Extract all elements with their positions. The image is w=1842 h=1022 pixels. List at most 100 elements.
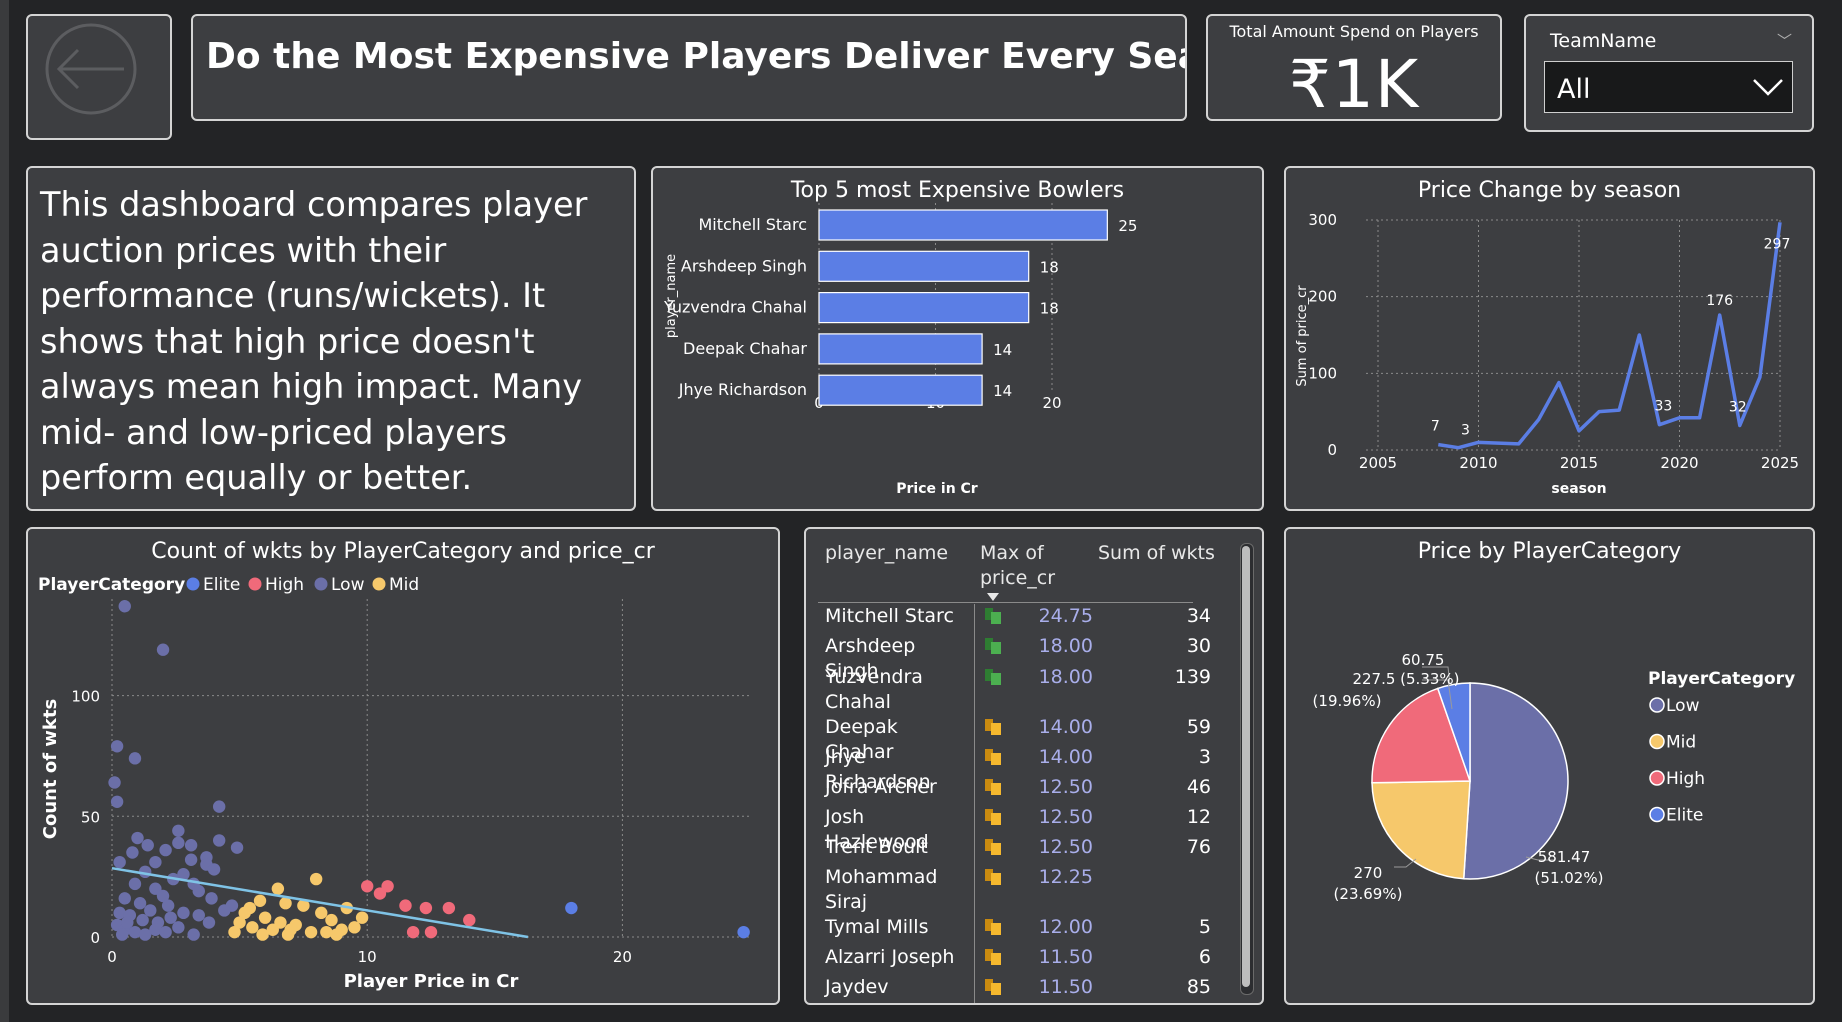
- scatter-point-low: [159, 925, 172, 939]
- team-dropdown[interactable]: All: [1544, 61, 1793, 113]
- col-header-player-name[interactable]: player_name: [825, 542, 949, 564]
- back-button[interactable]: [26, 14, 172, 140]
- cell-player-name: Jhye Richardson: [825, 746, 931, 793]
- cell-sum-wkts: 3: [1198, 746, 1211, 768]
- scatter-point-low: [144, 904, 157, 917]
- pie-data-label: 60.75: [1402, 651, 1445, 669]
- cell-max-price: 12.50: [1038, 806, 1093, 828]
- cell-max-price: 11.50: [1038, 946, 1093, 968]
- scatter-chart-plot: 0 50 100 0 10 20 PlayerCategory Elite High Low Mid…: [38, 575, 750, 992]
- scatter-point-low: [218, 904, 231, 917]
- cell-max-price: 12.50: [1038, 836, 1093, 858]
- pie-chart-title: Price by PlayerCategory: [1417, 539, 1682, 564]
- bar-arshdeep-singh: [818, 250, 1030, 282]
- category-pie-chart[interactable]: Price by PlayerCategory 60.75 227.5 (5.33…: [1284, 527, 1815, 1005]
- pie-slice-elite: [1436, 682, 1471, 782]
- yellow-flag-icon: [985, 949, 1001, 965]
- scatter-legend-label: High: [265, 575, 304, 595]
- cell-player-name: Trent Boult: [825, 836, 928, 858]
- yellow-flag-icon: [985, 919, 1001, 935]
- page-title: Do the Most Expensive Players Deliver Ev…: [206, 36, 1187, 77]
- yellow-flag-icon: [985, 719, 1001, 735]
- scatter-point-low: [207, 863, 221, 876]
- scatter-point-mid: [266, 923, 279, 936]
- scatter-point-low: [141, 839, 154, 852]
- cell-max-price: 12.50: [1038, 776, 1093, 798]
- scatter-point-low: [149, 855, 162, 869]
- line-y-tick: 200: [1308, 288, 1337, 306]
- scatter-y-tick: 100: [71, 688, 100, 706]
- scatter-point-low: [177, 868, 190, 881]
- page-title-card: Do the Most Expensive Players Deliver Ev…: [191, 14, 1187, 121]
- cell-max-price: 18.00: [1038, 666, 1093, 688]
- pie-data-label: 227.5 (5.33%): [1352, 670, 1459, 688]
- cell-sum-wkts: 5: [1198, 916, 1211, 938]
- scatter-point-low: [133, 897, 147, 910]
- line-data-label: 3: [1461, 423, 1470, 439]
- scatter-point-low: [118, 892, 131, 905]
- table-scrollbar-track[interactable]: [1240, 543, 1254, 995]
- scatter-x-tick: 20: [613, 948, 632, 966]
- scatter-point-low: [184, 839, 198, 852]
- scatter-point-high: [424, 925, 438, 939]
- scatter-x-tick: 0: [107, 948, 117, 966]
- yellow-flag-icon: [985, 779, 1001, 795]
- cell-player-name: Yuzvendra Chahal: [825, 666, 923, 713]
- bar-category-label: Yuzvendra Chahal: [663, 298, 807, 317]
- price-change-line-chart[interactable]: Price Change by season 0 100 200 300 2005 201…: [1284, 166, 1815, 511]
- scatter-point-high: [399, 899, 412, 912]
- scatter-point-low: [202, 916, 216, 929]
- pie-data-label: 581.47: [1538, 848, 1591, 866]
- scatter-point-low: [108, 776, 121, 789]
- scatter-point-low: [118, 600, 131, 613]
- cell-player-name: Deepak Chahar: [825, 716, 898, 763]
- green-flag-icon: [985, 638, 1001, 654]
- bar-data-label: 25: [1118, 217, 1137, 235]
- scatter-point-high: [463, 913, 476, 927]
- scatter-point-high: [419, 901, 433, 915]
- pie-legend-title: PlayerCategory: [1648, 669, 1795, 689]
- slicer-collapse-icon[interactable]: ﹀: [1776, 32, 1792, 50]
- wkts-scatter-chart[interactable]: Count of wkts by PlayerCategory and pric…: [26, 527, 780, 1005]
- scatter-point-low: [131, 831, 144, 845]
- scatter-point-low: [212, 800, 226, 813]
- bar-x-axis-label: Price in Cr: [896, 481, 978, 497]
- pie-slice-mid: [1371, 780, 1471, 880]
- scatter-point-elite: [737, 925, 750, 939]
- cell-sum-wkts: 12: [1186, 806, 1211, 828]
- pie-leader-line: [1422, 666, 1451, 686]
- scatter-point-low: [110, 795, 124, 808]
- scatter-point-low: [187, 928, 200, 941]
- pie-data-label: (23.69%): [1334, 885, 1403, 903]
- scatter-point-high: [442, 901, 456, 915]
- col-header-max-price[interactable]: Max of price_cr: [980, 542, 1056, 589]
- bar-y-axis-label: player_name: [664, 254, 679, 338]
- player-table[interactable]: player_name Max of price_cr Sum of wkts …: [804, 527, 1264, 1005]
- scatter-point-mid: [297, 899, 310, 912]
- cell-max-price: 18.00: [1038, 635, 1093, 657]
- scatter-legend-marker: [186, 577, 200, 591]
- line-y-tick: 0: [1327, 441, 1337, 459]
- header-divider: [818, 602, 1193, 603]
- scatter-point-low: [128, 877, 142, 891]
- kpi-value: ₹1K: [1288, 46, 1420, 121]
- scatter-legend-marker: [248, 577, 262, 591]
- bar-data-label: 14: [993, 382, 1012, 400]
- pie-data-label: (51.02%): [1535, 869, 1604, 887]
- top-bowlers-bar-chart[interactable]: Top 5 most Expensive Bowlers 01020Mitche…: [651, 166, 1264, 511]
- scatter-point-low: [149, 923, 162, 936]
- scatter-point-low: [156, 643, 170, 656]
- cell-player-name: Mitchell Starc: [825, 605, 954, 627]
- cell-sum-wkts: 59: [1186, 716, 1211, 738]
- cell-max-price: 14.00: [1038, 746, 1093, 768]
- scatter-point-low: [212, 834, 226, 847]
- col-header-sum-wkts[interactable]: Sum of wkts: [1098, 542, 1215, 564]
- scatter-point-low: [177, 906, 190, 920]
- table-scrollbar-thumb[interactable]: [1242, 546, 1250, 987]
- line-x-tick: 2010: [1459, 454, 1497, 472]
- scatter-point-high: [406, 925, 420, 939]
- pie-leader-line: [1525, 856, 1554, 861]
- line-x-tick: 2015: [1560, 454, 1598, 472]
- scatter-chart-title: Count of wkts by PlayerCategory and pric…: [151, 539, 655, 564]
